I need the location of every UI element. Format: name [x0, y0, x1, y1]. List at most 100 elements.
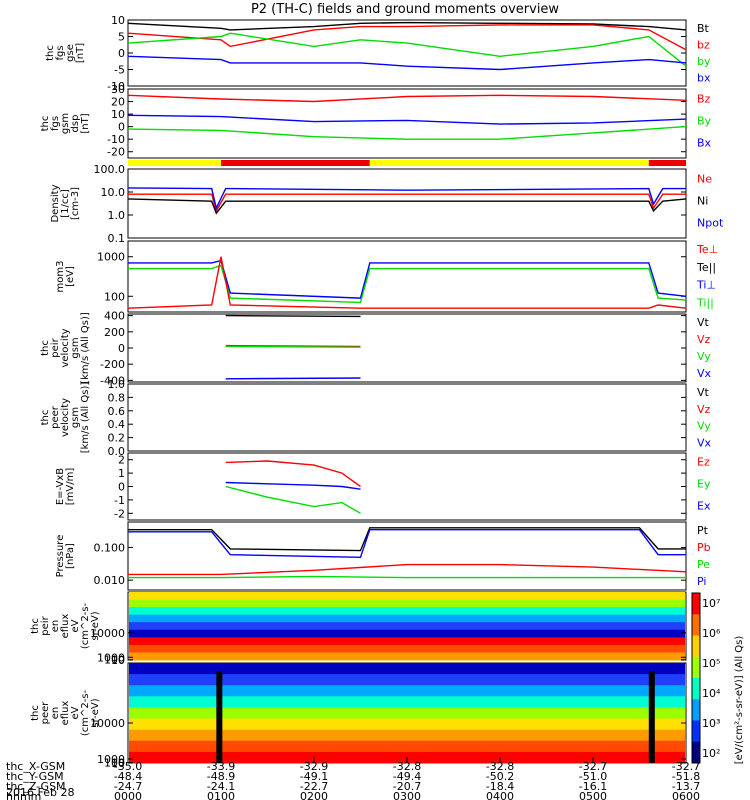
legend-entry: Vz: [697, 333, 711, 346]
legend-entry: Pt: [697, 524, 709, 537]
legend-entry: Bz: [697, 93, 711, 106]
y-tick-label: 0: [118, 121, 125, 134]
ephemeris-value: -32.7: [579, 760, 607, 773]
series-line-Ti⊥: [128, 259, 687, 299]
y-tick-label: 0.8: [108, 391, 126, 404]
y-tick-label: 0: [118, 47, 125, 60]
y-axis-label: [nT]: [75, 43, 86, 63]
legend-entry: Ni: [697, 195, 708, 208]
y-axis-label: dsp: [70, 115, 81, 133]
data-gap: [216, 671, 223, 763]
y-tick-label: 0: [118, 481, 125, 494]
ephemeris-value: -32.9: [300, 760, 328, 773]
y-tick-label: 20: [111, 96, 125, 109]
figure-title: P2 (TH-C) fields and ground moments over…: [251, 2, 559, 17]
series-line-by: [127, 32, 687, 67]
ephemeris-value: 0400: [486, 790, 514, 800]
y-tick-label: 0.0: [108, 445, 126, 458]
y-tick-label: -5: [114, 64, 125, 77]
series-line-Bz: [127, 94, 687, 103]
y-tick-label: 100: [104, 757, 125, 770]
spectrogram-band: [129, 592, 685, 601]
y-axis-label: thc: [45, 45, 56, 61]
y-axis-label: [nPa]: [65, 543, 76, 569]
ephemeris-value: 0600: [672, 790, 700, 800]
y-axis-label: [nT]: [80, 113, 91, 133]
y-axis-label: [eV]: [65, 266, 76, 287]
ephemeris-value: -32.8: [393, 760, 421, 773]
ephemeris-row-label: thc_X-GSM: [6, 760, 65, 773]
y-axis-label: mom3: [55, 261, 66, 293]
colorbar-segment: [692, 678, 700, 700]
legend-entry: Vz: [697, 403, 711, 416]
colorbar-segment: [692, 656, 700, 679]
spectrogram-band: [129, 637, 685, 646]
legend-entry: Vy: [697, 420, 711, 433]
ephemeris-value: -35.0: [114, 760, 142, 773]
y-tick-label: 10: [111, 654, 125, 667]
colorbar-segment: [692, 593, 700, 615]
series-line-Npot: [127, 187, 686, 211]
y-tick-label: 0.010: [94, 574, 126, 587]
y-tick-label: 10000: [90, 627, 125, 640]
y-axis-label: [km/s (All Qs)]: [80, 382, 91, 454]
panel-2: [128, 160, 686, 166]
legend-entry: Pb: [697, 541, 711, 554]
y-axis-label: velocity: [60, 328, 71, 367]
colorbar-segment: [692, 741, 700, 764]
y-axis-label: (cm^2-s-: [80, 689, 91, 736]
panel-frame: [127, 313, 687, 383]
ephemeris-value: -16.1: [579, 780, 607, 793]
series-line-Pe: [128, 575, 686, 579]
panel-frame: [127, 383, 687, 452]
y-tick-label: 400: [104, 310, 125, 323]
colorbar-tick-label: 10³: [702, 717, 720, 730]
mode-bar-segment: [128, 160, 221, 166]
series-line-bx: [127, 55, 687, 71]
panel-5: 400 200 0 -200 -400 thc peir velocity gsm [km/s (…: [40, 310, 712, 388]
y-axis-label: peir: [40, 615, 51, 635]
series-line-Ti||: [128, 264, 687, 304]
legend-entry: Vx: [697, 436, 712, 449]
y-axis-label: gsm: [70, 337, 81, 358]
y-tick-label: -20: [107, 146, 125, 159]
y-tick-label: 0.6: [108, 405, 126, 418]
y-tick-label: 200: [104, 326, 125, 339]
ephemeris-value: -13.7: [672, 780, 700, 793]
ephemeris-value: -49.1: [300, 770, 328, 783]
panel-frame: [127, 19, 687, 87]
y-axis-label: Density: [50, 184, 61, 222]
mode-bar-segment: [648, 160, 686, 166]
y-axis-label: eflux: [60, 614, 71, 639]
y-tick-label: 100.0: [94, 163, 126, 176]
y-axis-label: sr-eV): [90, 698, 101, 727]
y-axis-label: E=-VxB: [55, 468, 66, 505]
legend-entry: Bx: [697, 137, 712, 150]
spectrogram-band: [129, 652, 685, 661]
panel-7: 210-1-2 E=-VxB [mV/m] Ez Ey Ex: [55, 452, 711, 521]
colorbar-tick-label: 10⁵: [702, 657, 720, 670]
spectrogram-band: [129, 644, 685, 653]
series-line-Ni: [127, 198, 687, 215]
series-line-Bt: [127, 21, 687, 31]
y-tick-label: 100: [104, 290, 125, 303]
colorbar-tick-label: 10⁴: [702, 687, 721, 700]
panel-frame: [127, 452, 687, 521]
y-tick-label: 1000: [97, 251, 125, 264]
spectrogram-band: [129, 622, 685, 631]
ephemeris-value: -50.2: [486, 770, 514, 783]
colorbar-label: [eV/(cm²-s-sr-eV)] (All Qs): [734, 636, 745, 765]
legend-entry: bx: [697, 72, 711, 85]
y-tick-label: 5: [118, 31, 125, 44]
ephemeris-value: 0100: [207, 790, 235, 800]
ephemeris-value: -51.8: [672, 770, 700, 783]
y-tick-label: 10: [111, 14, 125, 27]
legend-entry: Te||: [696, 261, 716, 274]
legend-entry: Ez: [697, 456, 710, 469]
legend-entry: by: [697, 55, 711, 68]
ephemeris-value: -18.4: [486, 780, 514, 793]
y-tick-label: 0.4: [108, 418, 126, 431]
spectrogram-band: [129, 607, 685, 616]
legend-entry: Te⊥: [696, 243, 718, 256]
